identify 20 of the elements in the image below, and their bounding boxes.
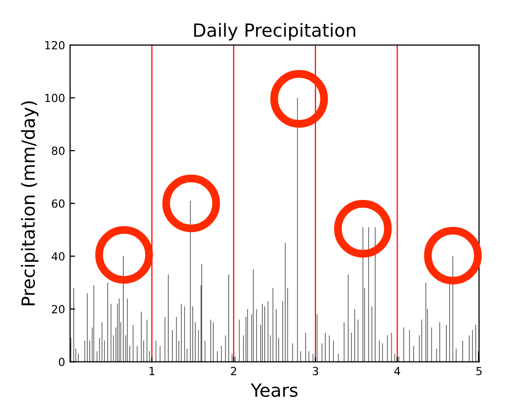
y-axis-title: Precipitation (mm/day) xyxy=(20,101,38,306)
x-tick-label: 2 xyxy=(230,366,236,376)
y-tick-label: 40 xyxy=(52,252,64,261)
point xyxy=(95,226,153,284)
y-tick-label: 100 xyxy=(45,94,64,102)
x-tick-label: 5 xyxy=(476,367,482,376)
y-tick-label: 20 xyxy=(52,304,64,314)
y-tick-label: 120 xyxy=(45,41,64,50)
point xyxy=(334,200,392,258)
point xyxy=(270,70,328,128)
x-tick-label: 3 xyxy=(312,366,318,376)
x-tick-label: 1 xyxy=(150,367,154,376)
y-tick-label: 80 xyxy=(52,146,64,155)
chart-title: Daily Precipitation xyxy=(194,22,356,40)
y-tick-label: 0 xyxy=(58,358,64,366)
point xyxy=(162,174,220,232)
x-axis-title: Years xyxy=(250,384,298,397)
point xyxy=(424,226,482,284)
x-tick-label: 4 xyxy=(394,367,400,376)
y-tick-label: 60 xyxy=(52,199,64,208)
